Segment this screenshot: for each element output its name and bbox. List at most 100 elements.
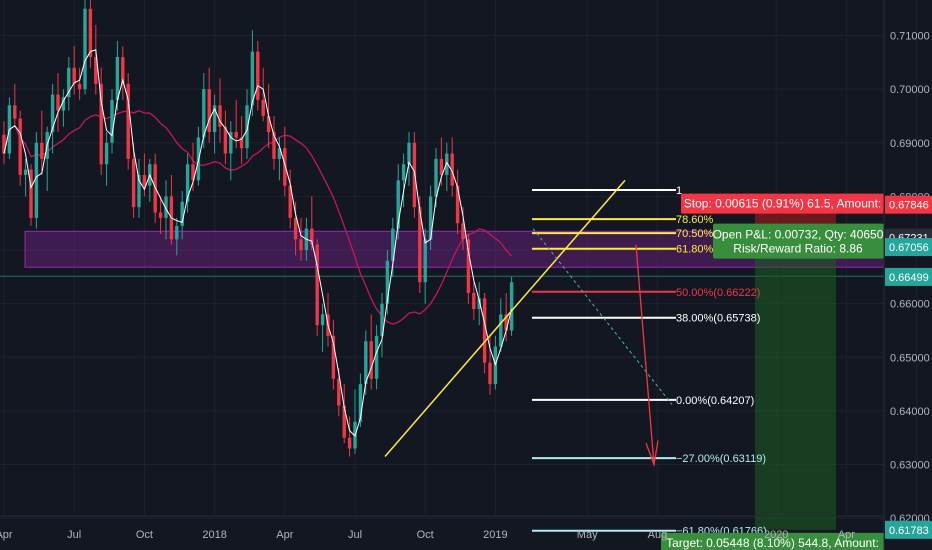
candle-body <box>180 201 184 226</box>
candle-body <box>202 89 206 138</box>
price-tick-label: 0.70000 <box>890 84 930 96</box>
price-tag-bg <box>885 267 932 286</box>
price-tick-label: 0.63000 <box>890 460 930 472</box>
candle-body <box>34 142 39 218</box>
candle-body <box>439 158 444 175</box>
time-tick-label: May <box>577 529 598 541</box>
time-axis[interactable]: AprJulOct2018AprJulOct2019MayAug2020AprJ… <box>0 515 924 541</box>
candle-body <box>466 239 471 293</box>
candle-body <box>374 335 379 379</box>
candle-body <box>277 148 282 159</box>
candle-body <box>488 362 492 385</box>
candle-body <box>445 153 449 175</box>
projection-dashed-line <box>532 228 673 405</box>
trendline[interactable] <box>384 179 673 458</box>
candle-body <box>175 225 179 240</box>
stop-label-bg <box>681 193 884 214</box>
candle-body <box>369 341 373 379</box>
candle-body <box>223 126 228 154</box>
price-tag-label: 0.66499 <box>889 272 929 284</box>
candle-body <box>380 303 384 336</box>
candle-body <box>385 260 390 304</box>
target-label-bg <box>661 532 884 550</box>
candle-body <box>164 196 168 218</box>
candle-body <box>110 99 114 143</box>
candle-body <box>191 164 195 181</box>
moving-average-slow <box>3 110 513 325</box>
candle-body <box>288 185 292 218</box>
position-tool[interactable]: Stop: 0.00615 (0.91%) 61.5, Amount: Open … <box>661 193 884 550</box>
candle-body <box>239 137 244 149</box>
price-tick-label: 0.69000 <box>890 138 930 150</box>
price-tag-label: 0.67846 <box>889 200 929 212</box>
candles <box>2 0 514 457</box>
price-axis[interactable]: 0.710000.700000.690000.680000.670000.660… <box>883 0 930 550</box>
fib-label: 78.60% <box>676 214 714 226</box>
time-tick-label: 2020 <box>764 529 788 541</box>
fib-label: 0.00%(0.64207) <box>676 395 754 407</box>
candle-body <box>40 142 44 159</box>
time-tick-label: Jul <box>67 529 81 541</box>
candle-body <box>461 223 465 240</box>
candle-body <box>29 169 33 218</box>
time-tick-label: Apr <box>276 529 293 541</box>
candle-body <box>428 196 433 240</box>
candle-body <box>104 142 109 165</box>
candle-body <box>207 89 211 133</box>
arrow-head <box>645 440 659 468</box>
time-tick-label: Jul <box>348 529 362 541</box>
candle-body <box>261 99 265 116</box>
price-tag-label: 0.61783 <box>889 525 929 537</box>
candle-body <box>358 384 363 422</box>
candle-body <box>299 239 303 251</box>
price-tick-label: 0.64000 <box>890 406 930 418</box>
candle-body <box>142 174 147 186</box>
candle-body <box>266 115 271 133</box>
candle-body <box>423 239 427 283</box>
candle-body <box>331 335 336 379</box>
pnl-label-bg <box>713 223 884 259</box>
candle-body <box>391 228 395 261</box>
candle-body <box>61 97 66 111</box>
pnl-label: Open P&L: 0.00732, Qty: 40650 <box>713 228 884 242</box>
trendline-line <box>384 179 626 458</box>
candle-body <box>250 51 255 106</box>
candle-body <box>364 341 368 385</box>
candle-body <box>72 67 76 84</box>
candle-body <box>283 148 287 186</box>
candle-body <box>212 105 217 133</box>
candle-body <box>434 158 438 197</box>
candle-body <box>56 94 60 111</box>
fib-label: 1 <box>676 185 682 197</box>
fibonacci-retracement[interactable]: 178.60%70.50%61.80%(0.67025)50.00%(0.662… <box>532 185 767 538</box>
ma-fast-line <box>3 49 513 437</box>
candle-body <box>88 8 93 57</box>
candle-body <box>99 83 103 165</box>
price-tick-label: 0.71000 <box>890 31 930 43</box>
fib-label: −27.00%(0.63119) <box>676 453 766 465</box>
target-label: Target: 0.05448 (8.10%) 544.8, Amount: <box>666 536 879 550</box>
candle-body <box>234 132 238 138</box>
time-tick-label: Apr <box>838 529 855 541</box>
candle-body <box>245 105 249 149</box>
candle-body <box>504 314 508 331</box>
arrow-shaft <box>635 244 655 465</box>
candle-body <box>126 83 130 159</box>
price-tick-label: 0.66000 <box>890 299 930 311</box>
candle-body <box>158 212 163 218</box>
candle-body <box>229 132 233 154</box>
candle-body <box>315 244 319 326</box>
candle-body <box>418 207 422 283</box>
ma-slow-line <box>3 110 513 325</box>
projection-arrow[interactable] <box>635 244 659 468</box>
price-tag-bg <box>885 238 932 257</box>
candle-body <box>320 314 325 326</box>
candle-body <box>310 228 314 245</box>
price-tag-bg <box>885 520 932 539</box>
fib-label: 38.00%(0.65738) <box>676 313 760 325</box>
time-tick-label: Oct <box>136 529 153 541</box>
candle-body <box>407 142 411 165</box>
time-tick-label: Oct <box>417 529 434 541</box>
time-tick-label: Apr <box>0 529 13 541</box>
